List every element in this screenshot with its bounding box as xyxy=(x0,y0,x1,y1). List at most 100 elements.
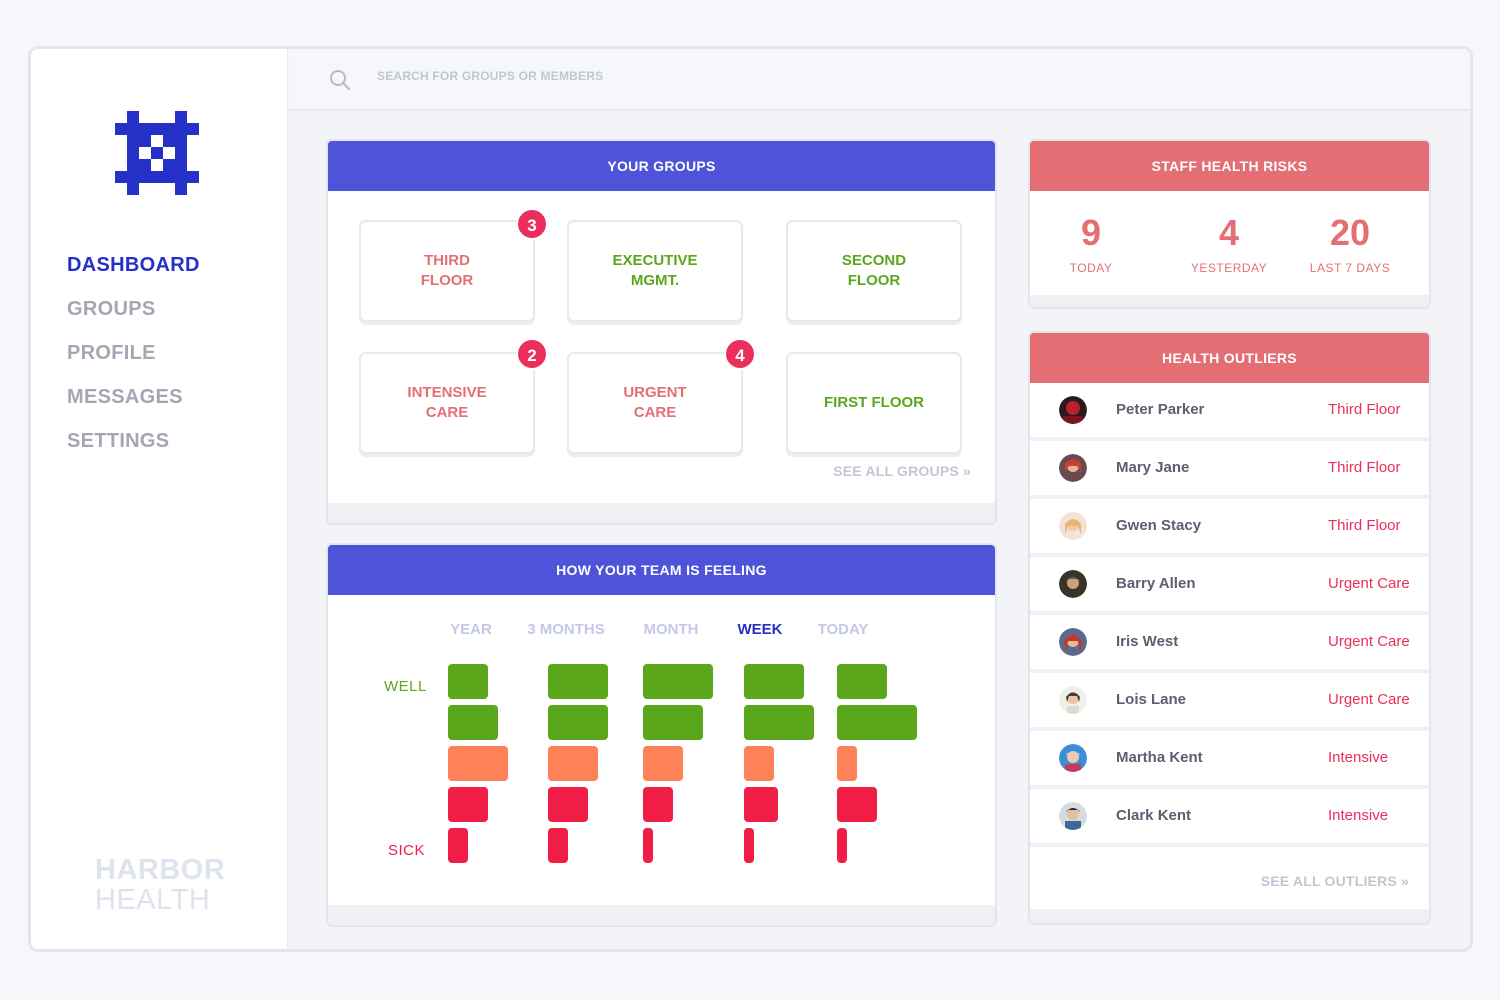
search-input[interactable] xyxy=(377,69,777,83)
avatar xyxy=(1059,454,1087,482)
your-groups-card: YOUR GROUPS THIRD FLOOR 3 EXECUTIVE MGMT. … xyxy=(326,139,997,525)
feeling-bar xyxy=(643,828,653,863)
feeling-bar xyxy=(548,746,598,781)
staff-health-risks-card: STAFF HEALTH RISKS 9 TODAY 4 YESTERDAY 2… xyxy=(1028,139,1431,309)
brand-line-2: HEALTH xyxy=(95,884,211,916)
feeling-bar xyxy=(548,664,608,699)
group-alert-badge: 4 xyxy=(724,338,756,370)
group-tile-label: CARE xyxy=(425,404,469,421)
brand-wordmark: HARBOR HEALTH xyxy=(95,855,225,915)
tab-year[interactable]: YEAR xyxy=(450,621,492,638)
group-tile-executive-mgmt[interactable]: EXECUTIVE MGMT. xyxy=(567,220,743,322)
tab-today[interactable]: TODAY xyxy=(817,621,869,638)
list-item[interactable]: Martha Kent Intensive xyxy=(1030,731,1429,785)
feeling-bar xyxy=(643,664,713,699)
list-item[interactable]: Mary Jane Third Floor xyxy=(1030,441,1429,495)
risk-stat-today: 9 TODAY xyxy=(1069,212,1113,276)
list-item[interactable]: Clark Kent Intensive xyxy=(1030,789,1429,843)
group-tile-label: FLOOR xyxy=(847,272,901,289)
feeling-bar xyxy=(744,705,814,740)
outlier-group: Intensive xyxy=(1328,749,1389,766)
outlier-name: Mary Jane xyxy=(1116,459,1190,476)
feeling-bar xyxy=(744,746,774,781)
feeling-bar xyxy=(837,787,877,822)
nav-item-dashboard[interactable]: DASHBOARD xyxy=(67,254,200,276)
harbor-health-logo-icon[interactable] xyxy=(115,111,199,195)
brand-line-1: HARBOR xyxy=(95,854,226,886)
feeling-bar xyxy=(643,746,683,781)
risk-stat-value: 9 xyxy=(1080,212,1102,253)
avatar xyxy=(1059,802,1087,830)
risk-stat-value: 20 xyxy=(1329,212,1371,253)
health-outliers-card: HEALTH OUTLIERS Peter Parker Third Floor… xyxy=(1028,331,1431,925)
outlier-group: Third Floor xyxy=(1328,459,1401,476)
tab-month[interactable]: MONTH xyxy=(643,621,699,638)
nav-item-profile[interactable]: PROFILE xyxy=(67,342,156,364)
risk-stat-label: LAST 7 DAYS xyxy=(1309,261,1391,275)
feeling-bar xyxy=(448,705,498,740)
nav-item-settings[interactable]: SETTINGS xyxy=(67,430,170,452)
outlier-group: Intensive xyxy=(1328,807,1389,824)
main-nav: DASHBOARD GROUPS PROFILE MESSAGES SETTIN… xyxy=(67,253,200,473)
risk-stat-value: 4 xyxy=(1218,212,1240,253)
list-item[interactable]: Peter Parker Third Floor xyxy=(1030,383,1429,437)
outlier-group: Urgent Care xyxy=(1328,575,1410,592)
team-feeling-card: HOW YOUR TEAM IS FEELING YEAR 3 MONTHS M… xyxy=(326,543,997,927)
group-tile-intensive-care[interactable]: INTENSIVE CARE xyxy=(359,352,535,454)
outlier-group: Urgent Care xyxy=(1328,691,1410,708)
team-feeling-title: HOW YOUR TEAM IS FEELING xyxy=(328,545,995,595)
axis-label-well: WELL xyxy=(384,678,427,695)
outlier-group: Third Floor xyxy=(1328,517,1401,534)
see-all-groups-link[interactable]: SEE ALL GROUPS » xyxy=(833,463,971,479)
nav-item-messages[interactable]: MESSAGES xyxy=(67,386,183,408)
your-groups-title: YOUR GROUPS xyxy=(328,141,995,191)
group-tile-urgent-care[interactable]: URGENT CARE xyxy=(567,352,743,454)
avatar xyxy=(1059,512,1087,540)
sidebar: DASHBOARD GROUPS PROFILE MESSAGES SETTIN… xyxy=(31,49,288,949)
avatar xyxy=(1059,570,1087,598)
group-tile-label: FLOOR xyxy=(420,272,474,289)
avatar xyxy=(1059,744,1087,772)
outlier-name: Peter Parker xyxy=(1116,401,1205,418)
outlier-name: Clark Kent xyxy=(1116,807,1192,824)
group-tile-label: THIRD xyxy=(424,252,470,269)
avatar xyxy=(1059,686,1087,714)
axis-label-sick: SICK xyxy=(388,842,426,859)
search-icon[interactable] xyxy=(329,69,351,91)
list-item[interactable]: Barry Allen Urgent Care xyxy=(1030,557,1429,611)
outlier-group: Urgent Care xyxy=(1328,633,1410,650)
feeling-bar xyxy=(548,705,608,740)
list-item[interactable]: Lois Lane Urgent Care xyxy=(1030,673,1429,727)
group-alert-badge: 2 xyxy=(516,338,548,370)
nav-item-groups[interactable]: GROUPS xyxy=(67,298,156,320)
group-tile-third-floor[interactable]: THIRD FLOOR xyxy=(359,220,535,322)
avatar xyxy=(1059,396,1087,424)
card-footer xyxy=(328,905,995,925)
group-tile-label: SECOND xyxy=(841,252,907,269)
see-all-outliers-link[interactable]: SEE ALL OUTLIERS » xyxy=(1260,873,1409,889)
outliers-footer: SEE ALL OUTLIERS » xyxy=(1030,847,1429,909)
group-tile-second-floor[interactable]: SECOND FLOOR xyxy=(786,220,962,322)
tab-week[interactable]: WEEK xyxy=(737,621,783,638)
card-footer xyxy=(328,503,995,523)
feeling-bar xyxy=(744,664,804,699)
group-tile-label: CARE xyxy=(633,404,677,421)
tab-3-months[interactable]: 3 MONTHS xyxy=(527,621,605,638)
risk-stat-last-7-days: 20 LAST 7 DAYS xyxy=(1309,212,1391,276)
risk-stat-label: TODAY xyxy=(1069,261,1113,275)
list-item[interactable]: Iris West Urgent Care xyxy=(1030,615,1429,669)
feeling-bar xyxy=(548,787,588,822)
risk-stat-yesterday: 4 YESTERDAY xyxy=(1190,212,1268,276)
feeling-bar xyxy=(837,746,857,781)
feeling-bar xyxy=(448,787,488,822)
risk-stat-label: YESTERDAY xyxy=(1190,261,1268,275)
group-tile-first-floor[interactable]: FIRST FLOOR xyxy=(786,352,962,454)
staff-health-risks-title: STAFF HEALTH RISKS xyxy=(1030,141,1429,191)
group-alert-badge: 3 xyxy=(516,208,548,240)
feeling-chart xyxy=(328,545,995,925)
feeling-bar xyxy=(744,828,754,863)
time-range-tabs: YEAR 3 MONTHS MONTH WEEK TODAY xyxy=(328,621,995,641)
outlier-name: Lois Lane xyxy=(1116,691,1187,708)
health-outliers-title: HEALTH OUTLIERS xyxy=(1030,333,1429,383)
list-item[interactable]: Gwen Stacy Third Floor xyxy=(1030,499,1429,553)
